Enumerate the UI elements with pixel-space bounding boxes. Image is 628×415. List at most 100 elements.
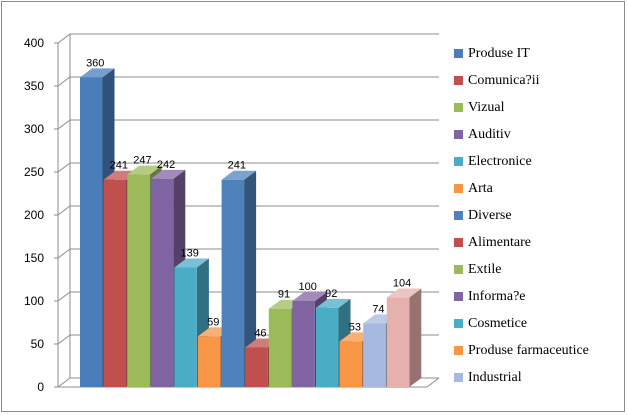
gridline-depth xyxy=(57,119,71,130)
bar-front xyxy=(174,267,197,387)
data-label: 53 xyxy=(349,321,361,333)
y-tick-label: 250 xyxy=(24,165,44,179)
bar-top xyxy=(386,288,422,298)
data-labels: 360 241 247 242 139 59 241 46 91 100 92 53 74 104 xyxy=(86,57,411,339)
data-label: 360 xyxy=(86,57,104,69)
legend-item: Auditiv xyxy=(454,121,624,148)
bar-front xyxy=(316,307,339,387)
bar-7 xyxy=(221,170,257,387)
legend-swatch xyxy=(454,292,463,301)
gridline-depth xyxy=(57,291,71,302)
legend-item: Informa?e xyxy=(454,283,624,310)
legend-swatch xyxy=(454,49,463,58)
legend-item: Alimentare xyxy=(454,229,624,256)
y-tick-label: 150 xyxy=(24,251,44,265)
legend-swatch xyxy=(454,346,463,355)
gridline-depth xyxy=(57,377,71,388)
bar-front xyxy=(245,347,268,387)
legend-item: Arta xyxy=(454,175,624,202)
gridline-depth xyxy=(57,205,71,216)
data-label: 242 xyxy=(157,159,175,171)
legend-label: Electronice xyxy=(468,153,532,169)
gridline-depth xyxy=(57,76,71,87)
legend-swatch xyxy=(454,373,463,382)
bar-front xyxy=(150,178,174,387)
data-label: 104 xyxy=(393,278,411,290)
bar-front xyxy=(221,179,245,387)
legend-item: Produse IT xyxy=(454,40,624,67)
bar-front xyxy=(292,301,315,387)
data-label: 91 xyxy=(278,289,290,301)
bar-front xyxy=(127,174,150,387)
data-label: 100 xyxy=(298,281,316,293)
legend-swatch xyxy=(454,76,463,85)
legend-swatch xyxy=(454,130,463,139)
bar-front xyxy=(339,341,363,387)
bar-front xyxy=(386,297,410,387)
y-tick-label: 0 xyxy=(37,380,44,394)
bar-front xyxy=(103,179,127,387)
y-tick-label: 350 xyxy=(24,79,44,93)
y-tick-label: 100 xyxy=(24,294,44,308)
gridline-depth xyxy=(57,33,71,44)
legend-swatch xyxy=(454,157,463,166)
gridline-depth xyxy=(57,334,71,345)
data-label: 247 xyxy=(133,155,151,167)
data-label: 74 xyxy=(372,303,384,315)
legend-swatch xyxy=(454,211,463,220)
data-label: 92 xyxy=(325,288,337,300)
bar-side xyxy=(244,170,257,387)
bar-top xyxy=(80,68,115,78)
y-tick-label: 50 xyxy=(31,337,45,351)
legend-item: Extile xyxy=(454,256,624,283)
data-label: 139 xyxy=(180,247,198,259)
data-label: 46 xyxy=(254,327,266,339)
bar-top xyxy=(174,258,209,268)
legend-swatch xyxy=(454,265,463,274)
legend-item: Comunica?ii xyxy=(454,67,624,94)
legend-item: Cosmetice xyxy=(454,310,624,337)
bar-front xyxy=(268,308,292,387)
bar-top xyxy=(221,170,257,180)
data-label: 241 xyxy=(110,160,128,172)
bar-top xyxy=(316,298,351,308)
legend-label: Auditiv xyxy=(468,126,511,142)
legend-label: Produse IT xyxy=(468,45,530,61)
legend: Produse IT Comunica?ii Vizual Auditiv Electr… xyxy=(454,40,624,391)
legend-item: Diverse xyxy=(454,202,624,229)
legend-label: Cosmetice xyxy=(468,315,528,331)
bar-side xyxy=(409,288,422,387)
bar-14 xyxy=(386,288,422,387)
legend-swatch xyxy=(454,103,463,112)
y-tick-label: 200 xyxy=(24,208,44,222)
bars xyxy=(80,68,422,388)
legend-swatch xyxy=(454,319,463,328)
legend-swatch xyxy=(454,238,463,247)
legend-label: Extile xyxy=(468,261,502,277)
legend-item: Produse farmaceutice xyxy=(454,337,624,364)
legend-item: Electronice xyxy=(454,148,624,175)
gridline-depth xyxy=(57,162,71,173)
legend-label: Alimentare xyxy=(468,234,531,250)
bar-front xyxy=(198,336,221,387)
floor-side-edge xyxy=(426,377,440,388)
legend-label: Arta xyxy=(468,180,493,196)
legend-swatch xyxy=(454,184,463,193)
legend-label: Produse farmaceutice xyxy=(468,342,589,358)
data-label: 59 xyxy=(207,316,219,328)
y-tick-label: 300 xyxy=(24,122,44,136)
legend-label: Vizual xyxy=(468,99,505,115)
legend-label: Informa?e xyxy=(468,288,526,304)
data-label: 241 xyxy=(228,160,246,172)
bar-top xyxy=(127,165,162,175)
bar-top xyxy=(292,292,327,301)
legend-item: Vizual xyxy=(454,94,624,121)
legend-label: Diverse xyxy=(468,207,512,223)
legend-label: Comunica?ii xyxy=(468,72,540,88)
gridline-depth xyxy=(57,248,71,259)
legend-label: Industrial xyxy=(468,369,522,385)
value-axis: 0 50 100 150 200 250 300 350 400 xyxy=(24,34,440,394)
bar-front xyxy=(80,77,103,388)
